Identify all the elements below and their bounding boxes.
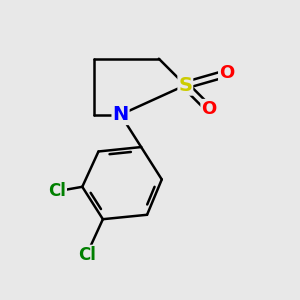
Text: N: N: [112, 105, 129, 124]
Text: O: O: [219, 64, 234, 82]
Text: Cl: Cl: [48, 182, 66, 200]
Text: Cl: Cl: [78, 245, 96, 263]
Text: O: O: [201, 100, 217, 118]
Text: S: S: [178, 76, 192, 95]
